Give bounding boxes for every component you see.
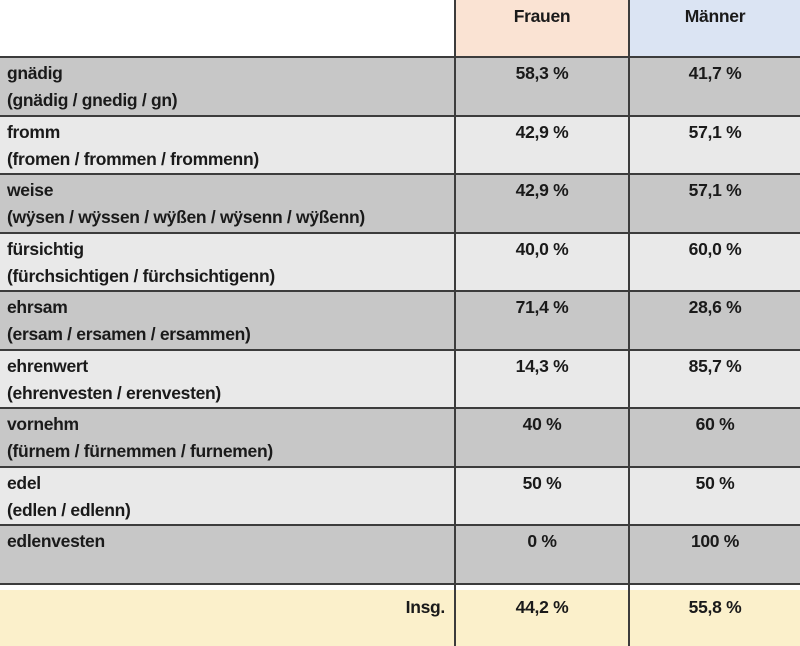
frauen-value-cell: 50 %	[454, 465, 629, 525]
corner-cell	[0, 0, 455, 57]
footer-total-row: Insg. 44,2 % 55,8 %	[0, 589, 800, 646]
term-cell: fromm (fromen / frommen / frommenn)	[0, 114, 455, 174]
term-label: edlenvesten	[7, 531, 105, 551]
table-row: vornehm (fürnem / fürnemmen / furnemen) …	[0, 407, 800, 467]
frauen-value-cell: 40,0 %	[454, 231, 629, 291]
term-label: fromm	[7, 121, 60, 142]
maenner-value-cell: 41,7 %	[628, 56, 800, 116]
term-label: edel	[7, 472, 41, 493]
column-header-frauen: Frauen	[454, 0, 629, 57]
maenner-value-cell: 57,1 %	[628, 173, 800, 233]
variants-label: (fürnem / fürnemmen / furnemen)	[7, 441, 273, 461]
term-cell: edel (edlen / edlenn)	[0, 465, 455, 525]
maenner-value-cell: 100 %	[628, 524, 800, 584]
variants-label: (ehrenvesten / erenvesten)	[7, 382, 221, 403]
footer-maenner-total: 55,8 %	[628, 589, 800, 646]
term-cell: fürsichtig (fürchsichtigen / fürchsichti…	[0, 231, 455, 291]
maenner-value-cell: 60 %	[628, 407, 800, 467]
table-row: gnädig (gnädig / gnedig / gn) 58,3 % 41,…	[0, 56, 800, 116]
variants-label: (edlen / edlenn)	[7, 499, 131, 520]
term-label: fürsichtig	[7, 238, 84, 259]
frauen-value-cell: 42,9 %	[454, 114, 629, 174]
table-row: edlenvesten 0 % 100 %	[0, 524, 800, 584]
term-cell: vornehm (fürnem / fürnemmen / furnemen)	[0, 407, 455, 467]
variants-label: (ersam / ersamen / ersammen)	[7, 324, 251, 344]
term-cell: ehrsam (ersam / ersamen / ersammen)	[0, 290, 455, 350]
column-header-maenner: Männer	[628, 0, 800, 57]
term-label: gnädig	[7, 63, 63, 83]
term-cell: weise (wÿsen / wÿssen / wÿßen / wÿsenn /…	[0, 173, 455, 233]
variants-label: (gnädig / gnedig / gn)	[7, 90, 178, 110]
separator-cell	[0, 582, 455, 590]
separator-cell	[454, 582, 629, 590]
separator-row	[0, 582, 800, 590]
table-row: fürsichtig (fürchsichtigen / fürchsichti…	[0, 231, 800, 291]
frauen-value-cell: 0 %	[454, 524, 629, 584]
maenner-value-cell: 28,6 %	[628, 290, 800, 350]
footer-frauen-total: 44,2 %	[454, 589, 629, 646]
maenner-value-cell: 57,1 %	[628, 114, 800, 174]
frauen-value-cell: 71,4 %	[454, 290, 629, 350]
maenner-value-cell: 50 %	[628, 465, 800, 525]
term-cell: edlenvesten	[0, 524, 455, 584]
frauen-value-cell: 42,9 %	[454, 173, 629, 233]
footer-label: Insg.	[0, 589, 455, 646]
variants-label: (fürchsichtigen / fürchsichtigenn)	[7, 265, 275, 286]
term-label: ehrenwert	[7, 355, 88, 376]
term-cell: gnädig (gnädig / gnedig / gn)	[0, 56, 455, 116]
variants-label: (fromen / frommen / frommenn)	[7, 148, 259, 169]
maenner-value-cell: 60,0 %	[628, 231, 800, 291]
separator-cell	[628, 582, 800, 590]
header-row: Frauen Männer	[0, 0, 800, 57]
frauen-value-cell: 58,3 %	[454, 56, 629, 116]
frauen-value-cell: 14,3 %	[454, 348, 629, 408]
table-row: fromm (fromen / frommen / frommenn) 42,9…	[0, 114, 800, 174]
term-label: ehrsam	[7, 297, 68, 317]
table-row: ehrenwert (ehrenvesten / erenvesten) 14,…	[0, 348, 800, 408]
table-row: ehrsam (ersam / ersamen / ersammen) 71,4…	[0, 290, 800, 350]
term-cell: ehrenwert (ehrenvesten / erenvesten)	[0, 348, 455, 408]
term-label: vornehm	[7, 414, 79, 434]
variants-label: (wÿsen / wÿssen / wÿßen / wÿsenn / wÿßen…	[7, 207, 365, 227]
table-row: weise (wÿsen / wÿssen / wÿßen / wÿsenn /…	[0, 173, 800, 233]
maenner-value-cell: 85,7 %	[628, 348, 800, 408]
frauen-value-cell: 40 %	[454, 407, 629, 467]
table-row: edel (edlen / edlenn) 50 % 50 %	[0, 465, 800, 525]
term-label: weise	[7, 180, 54, 200]
